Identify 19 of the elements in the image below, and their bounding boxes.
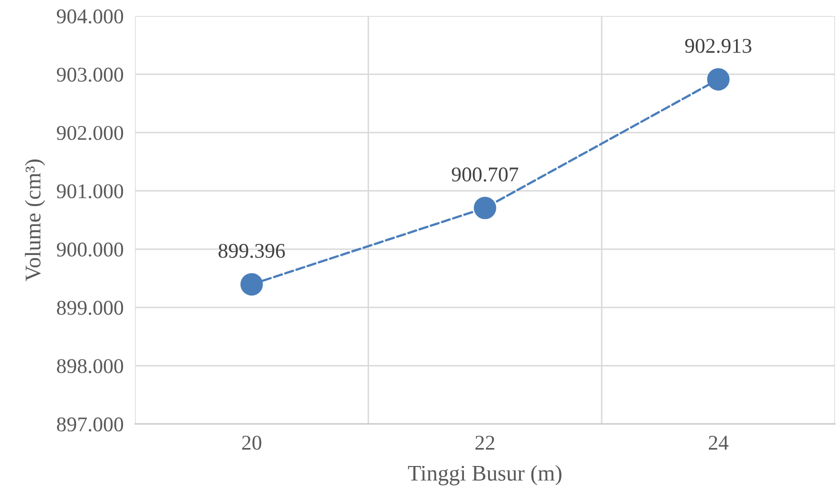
data-label: 902.913: [685, 38, 752, 53]
y-tick-label: 897.000: [56, 417, 124, 432]
x-tick-label: 24: [708, 436, 728, 450]
y-tick-label: 904.000: [56, 9, 124, 24]
x-axis-title: Tinggi Busur (m): [408, 465, 562, 486]
point: [707, 68, 730, 91]
y-tick-label: 903.000: [56, 68, 124, 82]
x-tick-label: 22: [476, 436, 494, 450]
y-axis-title: Volume (cm³): [24, 160, 46, 282]
data-label: 900.707: [452, 167, 518, 182]
x-tick-label: 20: [242, 436, 262, 450]
y-tick-label: 899.000: [56, 300, 124, 315]
y-tick-label: 898.000: [56, 359, 124, 374]
point: [474, 196, 496, 220]
y-tick-label: 901.000: [56, 184, 124, 198]
y-tick-label: 900.000: [56, 242, 124, 257]
data-label: 899.396: [218, 244, 285, 258]
point: [240, 273, 263, 296]
y-tick-label: 902.000: [56, 126, 124, 140]
